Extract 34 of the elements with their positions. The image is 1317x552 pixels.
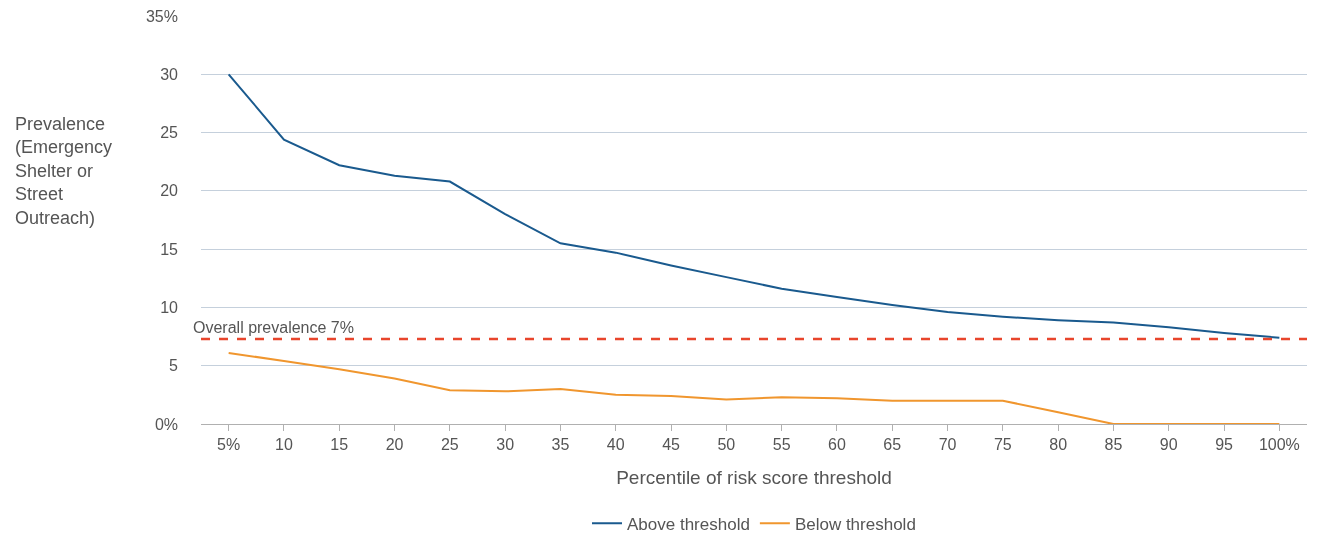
- x-tick-label: 65: [883, 436, 902, 454]
- y-tick-label: 0%: [154, 415, 178, 433]
- x-tick-label: 40: [606, 436, 625, 454]
- x-tick-label: 60: [828, 436, 846, 454]
- legend-label: Below threshold: [794, 514, 916, 534]
- x-tick-label: 45: [662, 436, 681, 454]
- x-tick-label: 5%: [217, 436, 241, 454]
- x-tick-label: 95: [1215, 436, 1234, 454]
- x-tick-label: 15: [330, 436, 349, 454]
- x-tick-label: 35: [551, 436, 570, 454]
- line-series: [227, 351, 1281, 424]
- x-tick-label: 25: [440, 436, 459, 454]
- x-tick-label: 55: [772, 436, 791, 454]
- y-tick-label: 35%: [145, 7, 178, 25]
- y-tick-label: 20: [160, 182, 179, 200]
- x-tick-label: 30: [496, 436, 515, 454]
- y-tick-label: 30: [160, 65, 179, 83]
- x-tick-label: 10: [275, 436, 293, 454]
- x-tick-label: 20: [385, 436, 404, 454]
- ref-line-label: Overall prevalence 7%: [193, 319, 354, 336]
- y-tick-label: 5: [169, 357, 179, 375]
- y-tick-label: 15: [160, 240, 179, 258]
- x-tick-label: 90: [1159, 436, 1178, 454]
- x-tick-label: 70: [938, 436, 957, 454]
- y-tick-label: 10: [160, 299, 179, 317]
- legend-label: Above threshold: [627, 514, 750, 534]
- x-tick-label: 80: [1049, 436, 1068, 454]
- x-axis-title: Percentile of risk score threshold: [616, 467, 892, 488]
- x-tick-label: 50: [717, 436, 736, 454]
- x-tick-label: 100%: [1258, 436, 1300, 454]
- y-tick-label: 25: [160, 124, 179, 142]
- x-tick-label: 85: [1104, 436, 1123, 454]
- x-tick-label: 75: [993, 436, 1012, 454]
- y-axis-title: Prevalence (Emergency Shelter or Street Outreach): [15, 114, 113, 228]
